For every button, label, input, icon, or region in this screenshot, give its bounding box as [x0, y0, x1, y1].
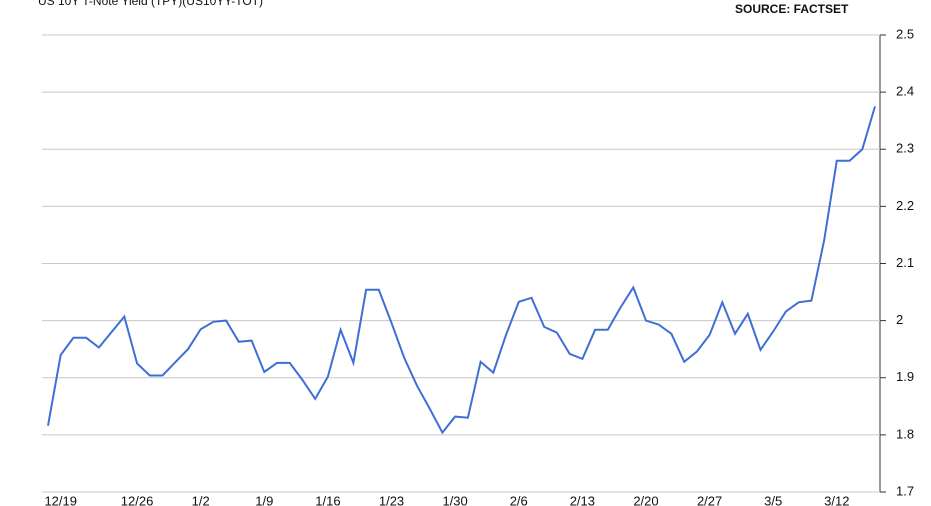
x-tick-label: 2/27 [697, 493, 722, 506]
y-tick-label: 1.8 [896, 426, 914, 441]
y-tick-label: 2 [896, 312, 903, 327]
x-tick-label: 12/26 [121, 493, 154, 506]
x-tick-label: 3/12 [824, 493, 849, 506]
x-tick-label: 2/13 [570, 493, 595, 506]
x-tick-label: 1/30 [442, 493, 467, 506]
series-line [47, 106, 876, 435]
y-tick-label: 1.9 [896, 369, 914, 384]
y-tick-label: 2.4 [896, 84, 914, 99]
x-tick-label: 1/23 [379, 493, 404, 506]
x-tick-label: 1/2 [192, 493, 210, 506]
x-tick-label: 1/16 [315, 493, 340, 506]
x-tick-label: 1/9 [255, 493, 273, 506]
source-note: SOURCE: FACTSET [735, 2, 849, 16]
y-tick-label: 2.2 [896, 198, 914, 213]
x-tick-label: 12/19 [44, 493, 77, 506]
chart-title: US 10Y T-Note Yield (TPY)(US10YY-TOT) [38, 0, 263, 8]
x-tick-label: 2/6 [510, 493, 528, 506]
x-tick-label: 2/20 [633, 493, 658, 506]
y-tick-label: 2.3 [896, 141, 914, 156]
x-tick-label: 3/5 [764, 493, 782, 506]
y-tick-label: 2.1 [896, 255, 914, 270]
y-tick-label: 2.5 [896, 26, 914, 41]
y-tick-label: 1.7 [896, 483, 914, 498]
